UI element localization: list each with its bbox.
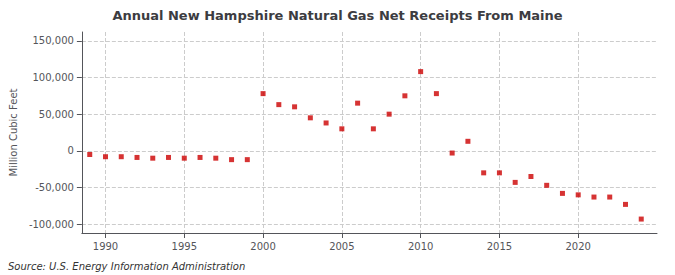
svg-text:150,000: 150,000 xyxy=(33,35,74,46)
svg-text:2015: 2015 xyxy=(487,241,512,252)
svg-text:50,000: 50,000 xyxy=(39,109,74,120)
svg-text:2005: 2005 xyxy=(329,241,354,252)
svg-text:2010: 2010 xyxy=(408,241,433,252)
svg-text:1990: 1990 xyxy=(93,241,118,252)
svg-text:Annual New Hampshire Natural G: Annual New Hampshire Natural Gas Net Rec… xyxy=(112,8,562,23)
svg-text:1995: 1995 xyxy=(172,241,197,252)
svg-text:Million Cubic Feet: Million Cubic Feet xyxy=(8,88,19,176)
svg-text:2000: 2000 xyxy=(250,241,275,252)
svg-text:100,000: 100,000 xyxy=(33,72,74,83)
svg-text:-100,000: -100,000 xyxy=(29,219,74,230)
svg-text:0: 0 xyxy=(67,145,73,156)
svg-text:-50,000: -50,000 xyxy=(35,182,74,193)
svg-text:2020: 2020 xyxy=(565,241,590,252)
svg-text:Source: U.S. Energy Informatio: Source: U.S. Energy Information Administ… xyxy=(8,261,245,272)
